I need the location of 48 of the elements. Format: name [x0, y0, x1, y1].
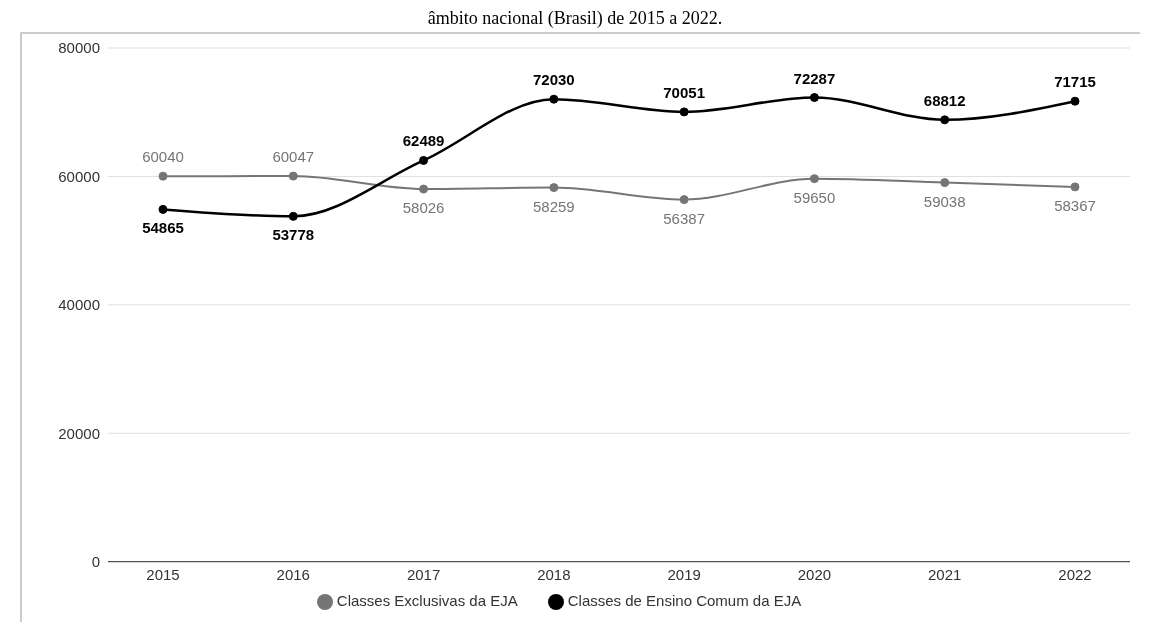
legend-label: Classes Exclusivas da EJA	[336, 591, 518, 609]
y-tick-label: 20000	[58, 424, 100, 442]
data-label: 54865	[142, 219, 184, 237]
data-label: 59650	[793, 188, 836, 206]
data-label: 56387	[663, 209, 705, 227]
data-label: 58259	[533, 197, 575, 215]
data-label: 58026	[402, 199, 445, 217]
point	[419, 184, 429, 194]
legend-label: Classes de Ensino Comum da EJA	[567, 591, 802, 609]
x-tick-label: 2017	[406, 566, 441, 584]
point	[549, 183, 559, 193]
point	[679, 195, 689, 205]
y-tick-label: 40000	[58, 296, 100, 314]
point	[809, 174, 819, 184]
data-label: 72030	[533, 71, 575, 89]
y-tick-label: 60000	[58, 167, 100, 185]
point	[940, 115, 950, 125]
y-tick-label: 80000	[58, 39, 100, 57]
data-label: 59038	[923, 192, 966, 210]
point	[940, 178, 950, 188]
x-tick-label: 2021	[928, 566, 962, 584]
chart-title: âmbito nacional (Brasil) de 2015 a 2022.	[426, 8, 724, 30]
point	[549, 94, 559, 104]
point	[809, 93, 819, 103]
point	[1070, 182, 1080, 192]
point	[419, 155, 429, 165]
data-label: 68812	[923, 91, 966, 109]
data-label: 71715	[1054, 73, 1096, 91]
point	[679, 107, 689, 117]
data-label: 60047	[272, 148, 315, 166]
point	[1070, 96, 1080, 106]
x-tick-label: 2016	[276, 566, 310, 584]
x-tick-label: 2018	[537, 566, 571, 584]
x-tick-label: 2020	[797, 566, 832, 584]
y-tick-label: 0	[91, 553, 100, 570]
point	[158, 171, 168, 181]
x-tick-label: 2022	[1058, 566, 1092, 584]
x-tick-label: 2019	[667, 566, 701, 584]
point	[288, 211, 298, 221]
data-label: 70051	[663, 83, 705, 101]
x-tick-label: 2015	[146, 566, 180, 584]
data-label: 58367	[1054, 196, 1096, 214]
point	[158, 204, 168, 214]
data-label: 60040	[142, 148, 184, 166]
data-label: 53778	[272, 226, 315, 244]
data-label: 62489	[402, 132, 445, 150]
point	[288, 171, 298, 181]
data-label: 72287	[793, 69, 836, 87]
